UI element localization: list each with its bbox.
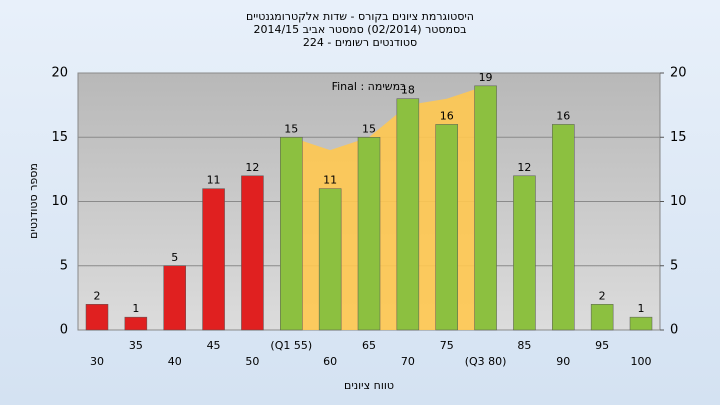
value-label: 15 (362, 122, 376, 135)
x-tick-label: 100 (631, 355, 652, 368)
x-tick-label: 85 (517, 339, 531, 352)
bar (163, 265, 186, 331)
bar (474, 85, 497, 331)
y-axis-label: מספר סטודנטים (27, 163, 40, 239)
bar (357, 137, 381, 331)
x-tick-label: (Q1 55) (270, 339, 312, 352)
chart-title: בסמסטר (02/2014) סמסטר אביב 2014/15 (253, 23, 466, 36)
x-tick-label: 50 (245, 355, 259, 368)
bar (552, 124, 575, 331)
x-axis-label: טווח ציונים (344, 379, 394, 392)
value-label: 15 (284, 122, 298, 135)
x-tick-label: 35 (129, 339, 143, 352)
bar (241, 175, 264, 331)
bar (124, 316, 148, 331)
bar (85, 304, 109, 331)
x-tick-label: 45 (207, 339, 221, 352)
value-label: 2 (599, 289, 606, 302)
bar (318, 188, 342, 331)
x-tick-label: (Q3 80) (465, 355, 507, 368)
y2-tick-label: 15 (670, 130, 687, 145)
value-label: 1 (638, 302, 645, 315)
value-label: 12 (245, 161, 259, 174)
chart-title: סטודנטים רשומים - 224 (303, 36, 417, 49)
x-tick-label: 30 (90, 355, 104, 368)
value-label: 12 (517, 161, 531, 174)
bar (280, 137, 303, 331)
x-tick-label: 75 (440, 339, 454, 352)
bar (435, 124, 458, 331)
value-label: 19 (479, 71, 493, 84)
value-label: 11 (207, 174, 221, 187)
value-label: 18 (401, 84, 415, 97)
x-tick-label: 40 (168, 355, 182, 368)
x-tick-label: 90 (556, 355, 570, 368)
bar (396, 98, 420, 331)
bar (513, 175, 536, 331)
value-label: 2 (94, 289, 101, 302)
y2-tick-label: 5 (670, 258, 678, 273)
value-label: 11 (323, 174, 337, 187)
y-tick-label: 10 (51, 194, 68, 209)
chart-title: היסטוגרמת ציונים בקורס - שדות אלקטרומגנט… (246, 10, 474, 23)
y2-tick-label: 20 (670, 66, 687, 81)
y-tick-label: 15 (51, 130, 68, 145)
value-label: 5 (171, 251, 178, 264)
x-tick-label: 70 (401, 355, 415, 368)
y2-tick-label: 10 (670, 194, 687, 209)
y-tick-label: 0 (60, 323, 68, 338)
x-tick-label: 65 (362, 339, 376, 352)
x-tick-label: 95 (595, 339, 609, 352)
value-label: 16 (556, 109, 570, 122)
x-tick-label: 60 (323, 355, 337, 368)
value-label: 1 (132, 302, 139, 315)
y2-tick-label: 0 (670, 323, 678, 338)
y-tick-label: 20 (51, 66, 68, 81)
y-tick-label: 5 (60, 258, 68, 273)
bar (629, 316, 653, 331)
annotation: Final : במשימה (332, 80, 407, 93)
bar (202, 188, 225, 331)
bar (590, 304, 614, 331)
value-label: 16 (440, 109, 454, 122)
